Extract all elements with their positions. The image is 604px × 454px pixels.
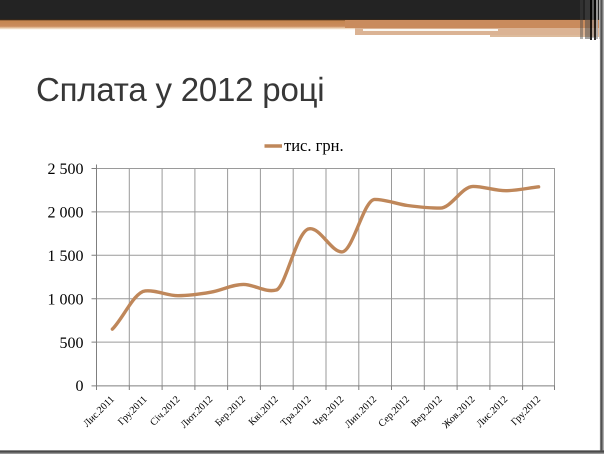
svg-text:2 500: 2 500 xyxy=(48,161,84,178)
svg-text:Тра.2012: Тра.2012 xyxy=(279,394,314,429)
svg-text:Гру.2012: Гру.2012 xyxy=(509,394,543,428)
svg-text:1 500: 1 500 xyxy=(48,248,84,265)
svg-text:Лип.2012: Лип.2012 xyxy=(343,394,379,430)
svg-text:Чер.2012: Чер.2012 xyxy=(311,394,346,429)
svg-text:Кві.2012: Кві.2012 xyxy=(247,394,281,428)
svg-text:Гру.2011: Гру.2011 xyxy=(116,394,150,428)
svg-text:Лис.2011: Лис.2011 xyxy=(81,394,116,429)
svg-text:Жов.2012: Жов.2012 xyxy=(441,394,478,431)
svg-text:Бер.2012: Бер.2012 xyxy=(213,394,248,429)
svg-text:500: 500 xyxy=(60,335,84,352)
svg-text:Січ.2012: Січ.2012 xyxy=(148,394,182,428)
svg-text:2 000: 2 000 xyxy=(48,205,84,222)
svg-text:Лис.2012: Лис.2012 xyxy=(475,394,511,430)
svg-text:Сер.2012: Сер.2012 xyxy=(376,394,411,429)
svg-text:тис. грн.: тис. грн. xyxy=(284,136,344,155)
svg-text:Вер.2012: Вер.2012 xyxy=(409,394,444,429)
svg-text:Лют.2012: Лют.2012 xyxy=(179,394,216,431)
svg-text:1 000: 1 000 xyxy=(48,291,84,308)
svg-text:0: 0 xyxy=(76,378,84,395)
